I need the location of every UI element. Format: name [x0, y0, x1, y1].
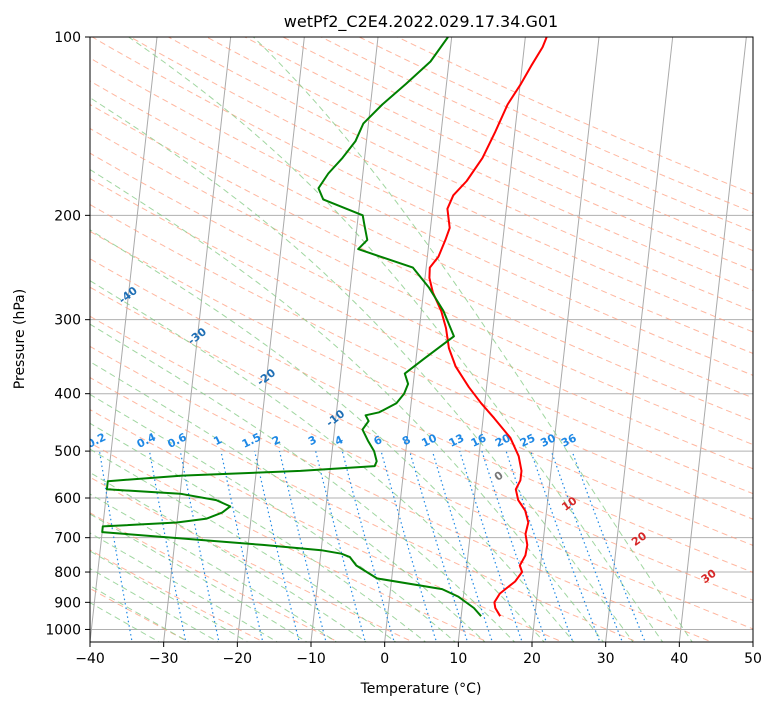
y-tick-label: 600 — [54, 491, 81, 507]
dry-adiabat — [90, 549, 265, 642]
chart-title: wetPf2_C2E4.2022.029.17.34.G01 — [284, 12, 558, 32]
y-axis-title: Pressure (hPa) — [12, 289, 28, 389]
x-tick-label: 40 — [670, 651, 688, 667]
x-tick-label: 50 — [744, 651, 762, 667]
mixing-ratio-label: 10 — [419, 431, 439, 450]
moist-adiabat — [90, 168, 605, 642]
y-tick-label: 500 — [54, 444, 81, 460]
temperature-profile — [428, 37, 548, 617]
plot-area — [90, 37, 753, 642]
moist-adiabat — [90, 229, 575, 642]
dry-adiabat — [90, 286, 753, 601]
mixing-ratio-line — [505, 450, 574, 642]
y-tick-label: 400 — [54, 387, 81, 403]
moist-adiabat — [90, 493, 338, 642]
y-axis-ticks: 100 200 300 400 500 600 700 800 900 1000 — [45, 30, 90, 638]
dewpoint-profile — [101, 37, 482, 617]
isotherm-line — [384, 37, 453, 642]
mixing-ratio-line — [254, 450, 300, 642]
mixing-ratio-line — [315, 450, 366, 642]
moist-adiabat — [90, 97, 634, 642]
x-tick-label: 10 — [449, 651, 467, 667]
isotherm-line — [163, 37, 232, 642]
moist-adiabat — [90, 471, 368, 642]
dry-adiabat — [90, 345, 714, 642]
moist-adiabat — [90, 280, 545, 642]
dry-adiabat — [90, 177, 753, 495]
x-tick-label: −10 — [296, 651, 326, 667]
moist-adiabat — [90, 448, 397, 642]
dry-adiabat — [167, 37, 753, 312]
sounding-series — [101, 37, 548, 617]
x-axis-title: Temperature (°C) — [360, 681, 482, 697]
y-tick-label: 100 — [54, 30, 81, 46]
x-tick-label: 30 — [597, 651, 615, 667]
dry-adiabat-lines — [90, 37, 753, 642]
dry-adiabat — [90, 258, 753, 573]
dry-adiabat — [91, 37, 753, 354]
dry-adiabat — [90, 315, 753, 630]
dry-adiabat — [90, 57, 753, 376]
dry-adiabat — [90, 512, 340, 642]
moist-adiabat — [90, 422, 427, 642]
x-tick-label: 20 — [523, 651, 541, 667]
mixing-ratio-label: 13 — [447, 431, 466, 449]
plot-frame — [89, 36, 754, 643]
moist-adiabat — [90, 532, 279, 642]
y-tick-label: 800 — [54, 565, 81, 581]
mixing-ratio-lines — [98, 450, 646, 642]
mixing-ratio-label: 36 — [559, 431, 579, 450]
moist-adiabat — [90, 585, 190, 642]
mixing-ratio-line — [380, 450, 438, 642]
dry-adiabat — [90, 103, 753, 422]
moist-adiabat — [90, 567, 220, 642]
x-tick-label: 0 — [380, 651, 389, 667]
moist-adiabat — [253, 37, 693, 642]
isotherm-line — [678, 37, 747, 642]
mixing-ratio-line — [341, 450, 395, 642]
mixing-ratio-label: 16 — [469, 431, 489, 450]
x-tick-label: −20 — [223, 651, 253, 667]
y-tick-label: 700 — [54, 531, 81, 547]
mixing-ratio-label: 25 — [518, 431, 537, 449]
x-axis-ticks: −40 −30 −20 −10 0 10 20 30 40 50 — [75, 642, 762, 667]
isotherm-line — [236, 37, 305, 642]
dry-adiabat — [90, 203, 753, 520]
dry-adiabat — [90, 442, 489, 642]
moist-adiabat — [90, 550, 249, 642]
moist-adiabat-lines — [90, 37, 693, 642]
moist-adiabat — [90, 323, 516, 642]
isotherm-line — [90, 37, 158, 642]
x-tick-label: −30 — [149, 651, 179, 667]
dry-adiabat — [90, 409, 564, 642]
dry-adiabat — [90, 127, 753, 446]
y-tick-label: 200 — [54, 208, 81, 224]
y-tick-label: 300 — [54, 313, 81, 329]
isotherm-line — [457, 37, 526, 642]
dry-adiabat — [90, 230, 753, 546]
x-tick-label: −40 — [75, 651, 105, 667]
mixing-ratio-line — [481, 450, 547, 642]
mixing-ratio-label: 30 — [538, 431, 558, 450]
isotherm-line — [310, 37, 379, 642]
y-tick-label: 900 — [54, 595, 81, 611]
moist-adiabat — [128, 37, 664, 642]
isotherm-line — [605, 37, 674, 642]
y-tick-label: 1000 — [45, 622, 81, 638]
dry-adiabat — [90, 476, 415, 642]
moist-adiabat — [90, 393, 457, 642]
mixing-ratio-line — [278, 450, 327, 642]
